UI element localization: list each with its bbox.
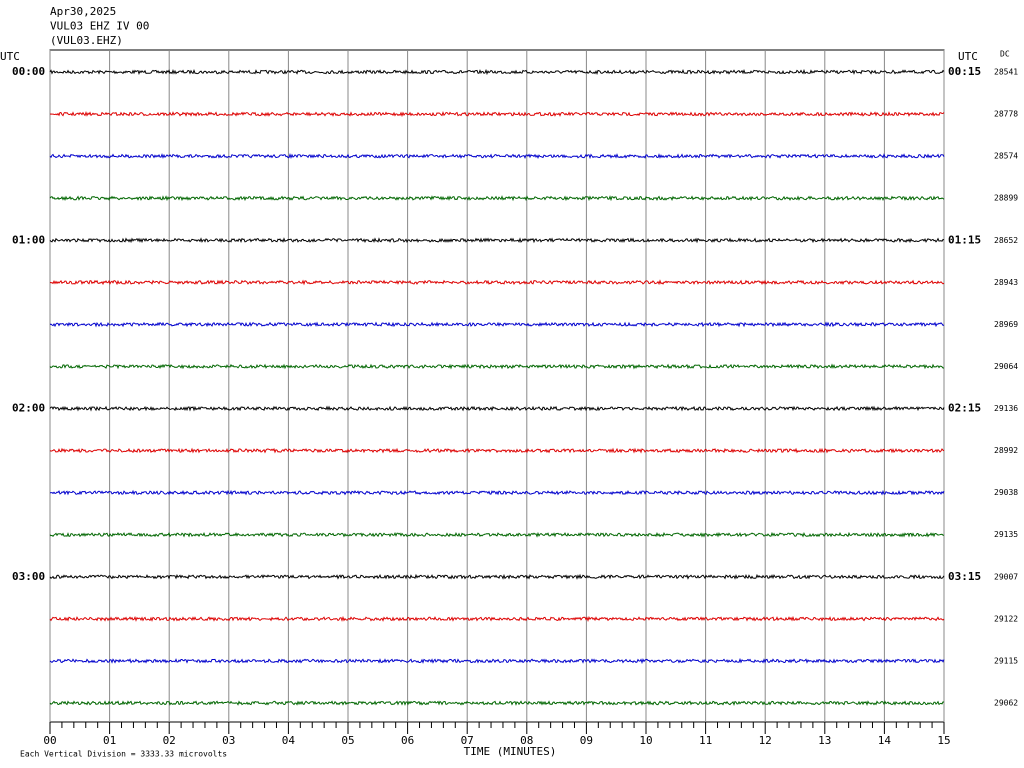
dc-value: 29038 [994,488,1018,497]
trace [49,489,945,496]
x-tick-label: 02 [163,734,176,747]
dc-value: 28943 [994,278,1018,287]
trace [49,700,945,706]
x-tick-label: 09 [580,734,593,747]
trace [49,237,945,244]
trace [49,153,945,160]
trace [49,615,945,622]
dc-value: 28541 [994,68,1018,77]
right-row-label: 00:15 [948,65,981,78]
trace [49,447,945,454]
x-tick-label: 06 [401,734,414,747]
trace [49,657,945,665]
dc-value: 28969 [994,320,1018,329]
x-tick-label: 15 [937,734,950,747]
dc-value: 29122 [994,614,1018,623]
footer-note: Each Vertical Division = 3333.33 microvo… [20,750,227,759]
x-tick-label: 08 [520,734,533,747]
x-tick-label: 00 [43,734,56,747]
row-label: 02:00 [12,402,45,415]
right-row-label: 01:15 [948,233,981,246]
dc-value: 28574 [994,152,1018,161]
x-tick-label: 12 [759,734,772,747]
x-tick-label: 13 [818,734,831,747]
x-tick-label: 14 [878,734,892,747]
dc-value: 28652 [994,236,1018,245]
x-tick-label: 03 [222,734,235,747]
dc-value: 29115 [994,656,1018,665]
title-line: VUL03 EHZ IV 00 [50,20,149,33]
dc-value: 29064 [994,362,1018,371]
right-row-label: 02:15 [948,402,981,415]
right-row-label: 03:15 [948,570,981,583]
dc-value: 29062 [994,699,1018,708]
dc-value: 28899 [994,194,1018,203]
title-line: (VUL03.EHZ) [50,34,123,47]
row-label: 03:00 [12,570,45,583]
plot-frame [49,49,945,723]
trace [49,405,945,412]
x-tick-label: 11 [699,734,712,747]
title-line: Apr30,2025 [50,5,116,18]
right-axis-label: UTC [958,50,978,63]
trace [49,68,945,76]
dc-value: 29007 [994,572,1018,581]
row-label: 00:00 [12,65,45,78]
trace [49,279,945,286]
row-label: 01:00 [12,233,45,246]
trace [49,195,945,202]
left-axis-label: UTC [0,50,20,63]
trace [49,363,944,370]
dc-value: 29136 [994,404,1018,413]
trace [49,110,945,118]
dc-label: DC [1000,50,1010,59]
trace [49,531,945,538]
x-tick-label: 07 [461,734,474,747]
dc-value: 29135 [994,530,1018,539]
trace [49,573,945,580]
x-tick-label: 01 [103,734,116,747]
x-tick-label: 04 [282,734,296,747]
dc-value: 28778 [994,110,1018,119]
trace [49,321,945,328]
x-tick-label: 10 [639,734,652,747]
x-tick-label: 05 [341,734,354,747]
x-axis-label: TIME (MINUTES) [464,745,557,758]
dc-value: 28992 [994,446,1018,455]
